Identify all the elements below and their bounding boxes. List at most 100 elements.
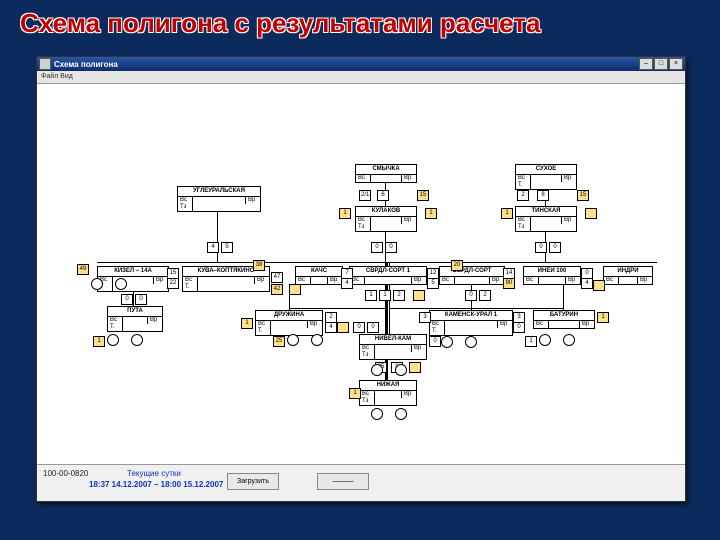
- value-tag: 0: [371, 242, 383, 253]
- value-tag: 0: [121, 294, 133, 305]
- value-tag: 1: [365, 290, 377, 301]
- slide-title: Схема полигона с результатами расчета: [20, 8, 540, 39]
- value-tag: 1: [425, 208, 437, 219]
- value-tag: 42: [271, 284, 283, 295]
- value-tag: 1: [501, 208, 513, 219]
- station-name: ТИНСКАЯ: [516, 207, 576, 217]
- value-tag: 1: [339, 208, 351, 219]
- footer-load-button[interactable]: Загрузить: [227, 473, 279, 490]
- station-s_svrd[interactable]: СВРДЛ-СОРТ 1ВсВр: [349, 266, 427, 285]
- station-name: НИВЕЛ-КАМ: [360, 335, 426, 345]
- value-tag: [289, 284, 301, 295]
- station-name: СУХОЕ: [516, 165, 576, 175]
- station-s_indri[interactable]: ИНДРИВсВр: [603, 266, 653, 285]
- station-s_batur[interactable]: БАТУРИНВсВр: [533, 310, 595, 329]
- node-circle: [371, 408, 383, 420]
- window-footer: 100-00-0820 Текущие сутки 18:37 14.12.20…: [37, 464, 685, 501]
- value-tag: 90: [503, 278, 515, 289]
- value-tag: 4: [341, 278, 353, 289]
- value-tag: 22: [167, 278, 179, 289]
- value-tag: 8: [537, 190, 549, 201]
- node-circle: [539, 334, 551, 346]
- value-tag: 1: [379, 290, 391, 301]
- node-circle: [563, 334, 575, 346]
- station-s_kacs[interactable]: КАЧСВсВр: [295, 266, 343, 285]
- station-name: КАМЕНСК-УРАЛ 1: [430, 311, 512, 321]
- window-icon: [39, 58, 51, 70]
- value-tag: 0: [135, 294, 147, 305]
- station-s_tinsk[interactable]: ТИНСКАЯВсВрТз: [515, 206, 577, 232]
- window-max-button[interactable]: □: [654, 58, 668, 70]
- value-tag: 25: [273, 336, 285, 347]
- window-min-button[interactable]: –: [639, 58, 653, 70]
- footer-caption: Текущие сутки: [127, 469, 181, 478]
- station-s_inei[interactable]: ИНЕЙ 100ВсВр: [523, 266, 581, 285]
- value-tag: [337, 322, 349, 333]
- value-tag: 1: [241, 318, 253, 329]
- value-tag: 0: [465, 290, 477, 301]
- station-name: СМЫЧКА: [356, 165, 416, 175]
- value-tag: [593, 280, 605, 291]
- value-tag: 4: [207, 242, 219, 253]
- value-tag: [585, 208, 597, 219]
- node-circle: [115, 278, 127, 290]
- node-circle: [441, 336, 453, 348]
- value-tag: 0: [429, 336, 441, 347]
- diagram-canvas[interactable]: СМЫЧКАВсВр СУХОЕВсВрТ. УГЛЕУРАЛЬСКАЯВсВрТз…: [37, 84, 685, 464]
- value-tag: 38: [253, 260, 265, 271]
- station-name: ПУТА: [108, 307, 162, 317]
- station-s_uglez[interactable]: УГЛЕУРАЛЬСКАЯВсВрТз: [177, 186, 261, 212]
- node-circle: [131, 334, 143, 346]
- value-tag: 1: [349, 388, 361, 399]
- station-name: НИЖАЯ: [360, 381, 416, 391]
- footer-left-code: 100-00-0820: [43, 469, 88, 478]
- value-tag: 2: [393, 290, 405, 301]
- station-s_verd[interactable]: ВЕРДЛ-СОРТВсВр: [439, 266, 505, 285]
- window-titlebar[interactable]: Схема полигона – □ ×: [37, 57, 685, 71]
- station-s_kamur[interactable]: КАМЕНСК-УРАЛ 1ВсВрТ.: [429, 310, 513, 336]
- station-name: СВРДЛ-СОРТ 1: [350, 267, 426, 277]
- station-s_nivel[interactable]: НИВЕЛ-КАМВсВрТз: [359, 334, 427, 360]
- station-s_suhoe[interactable]: СУХОЕВсВрТ.: [515, 164, 577, 190]
- station-s_nizh[interactable]: НИЖАЯВсВрТз: [359, 380, 417, 406]
- node-circle: [311, 334, 323, 346]
- value-tag: 1: [525, 336, 537, 347]
- station-name: КИЗЕЛ – 14А: [98, 267, 168, 277]
- connector-line: [389, 308, 471, 309]
- station-name: ИНДРИ: [604, 267, 652, 277]
- value-tag: 0: [353, 322, 365, 333]
- value-tag: 1: [93, 336, 105, 347]
- value-tag: 2: [479, 290, 491, 301]
- node-circle: [395, 364, 407, 376]
- value-tag: 15: [577, 190, 589, 201]
- station-s_pyta[interactable]: ПУТАВсВрТ.: [107, 306, 163, 332]
- value-tag: 0: [385, 242, 397, 253]
- value-tag: 0: [513, 322, 525, 333]
- node-circle: [287, 334, 299, 346]
- station-name: КАЧС: [296, 267, 342, 277]
- value-tag: 5: [427, 278, 439, 289]
- station-name: ДРУЖИНА: [256, 311, 322, 321]
- station-name: ВЕРДЛ-СОРТ: [440, 267, 504, 277]
- value-tag: 2/1: [359, 190, 371, 201]
- value-tag: 5: [221, 242, 233, 253]
- node-circle: [107, 334, 119, 346]
- station-s_kulak[interactable]: КУЛАКОВВсВрТз: [355, 206, 417, 232]
- value-tag: 0: [549, 242, 561, 253]
- value-tag: 1: [597, 312, 609, 323]
- station-name: БАТУРИН: [534, 311, 594, 321]
- value-tag: [413, 290, 425, 301]
- footer-button-2[interactable]: ———: [317, 473, 369, 490]
- station-s_smych[interactable]: СМЫЧКАВсВр: [355, 164, 417, 183]
- node-circle: [465, 336, 477, 348]
- station-s_kizel[interactable]: КИЗЕЛ – 14АВсВрТ: [97, 266, 169, 292]
- connector-line: [217, 212, 218, 262]
- window-close-button[interactable]: ×: [669, 58, 683, 70]
- window-toolbar[interactable]: Файл Вид: [37, 71, 685, 84]
- station-name: ИНЕЙ 100: [524, 267, 580, 277]
- value-tag: 15: [417, 190, 429, 201]
- value-tag: 0: [367, 322, 379, 333]
- station-s_druz[interactable]: ДРУЖИНАВсВрТ.: [255, 310, 323, 336]
- app-window: Схема полигона – □ × Файл Вид СМЫЧКАВсВр…: [36, 56, 686, 502]
- value-tag: 49: [77, 264, 89, 275]
